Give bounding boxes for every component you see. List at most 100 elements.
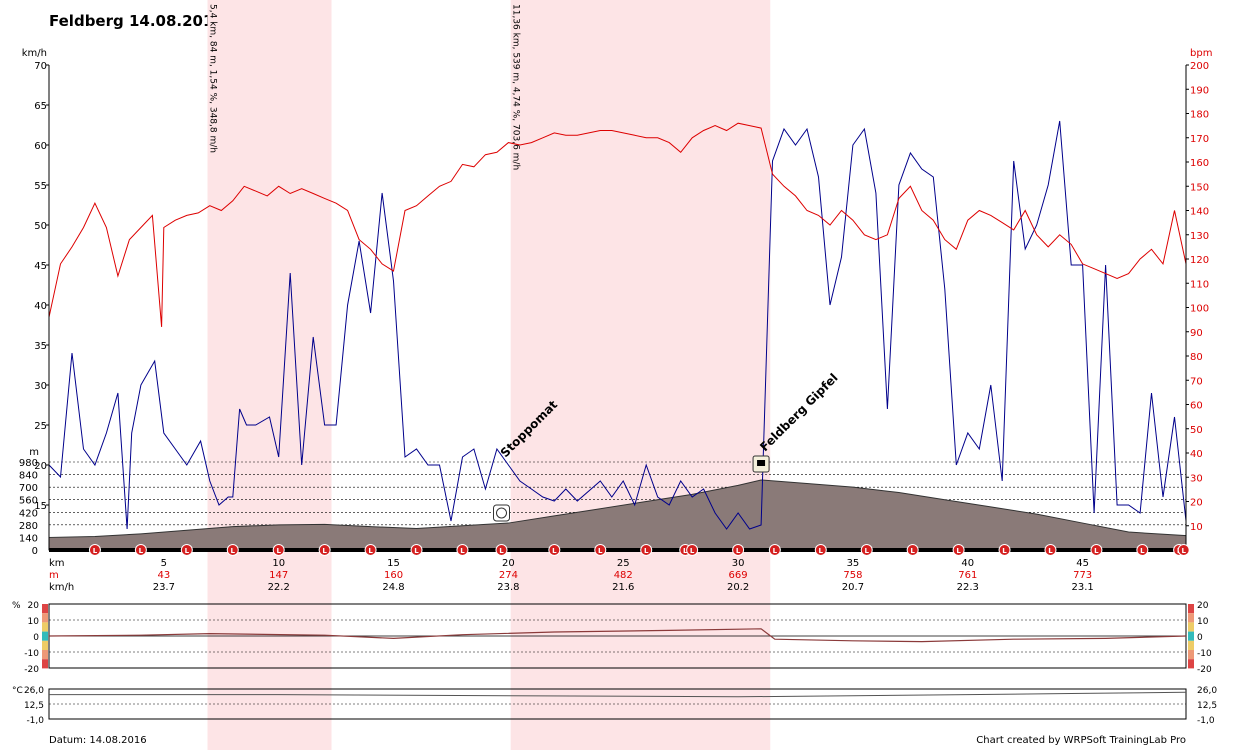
altitude-tick-label: 280 <box>19 521 38 532</box>
summary-rows: kmmkm/h54323.71014722.21516024.82027423.… <box>49 558 1094 593</box>
lap-marker <box>998 544 1011 556</box>
lap-marker <box>768 544 781 556</box>
right-tick-label: 170 <box>1190 134 1209 145</box>
lap-marker-label: L <box>231 547 236 555</box>
lap-marker-label: L <box>736 547 741 555</box>
highlight-range-label: 5,4 km, 84 m, 1,54 %, 348,8 m/h <box>207 4 217 153</box>
lap-marker-label: L <box>864 547 869 555</box>
summary-cell: 24.8 <box>382 582 404 593</box>
gradient-tick-left: -10 <box>24 649 39 659</box>
lap-marker-label: L <box>414 547 419 555</box>
summary-cell: 160 <box>384 570 403 581</box>
lap-marker-label: L <box>644 547 649 555</box>
lap-marker <box>1044 544 1057 556</box>
temperature-line <box>49 691 1187 698</box>
lap-marker <box>686 544 699 556</box>
left-axis-unit: km/h <box>22 48 47 59</box>
left-tick-label: 45 <box>34 261 47 272</box>
lap-marker-label: L <box>1048 547 1053 555</box>
gradient-tick-left: 10 <box>28 617 40 627</box>
right-tick-label: 80 <box>1190 352 1203 363</box>
left-tick-label: 15 <box>34 501 47 512</box>
left-tick-label: 40 <box>34 301 47 312</box>
gradient-tick-left: 20 <box>28 601 40 611</box>
credit-label: Chart created by WRPSoft TrainingLab Pro <box>976 735 1186 746</box>
gradient-tick-right: -20 <box>1197 665 1212 675</box>
summary-row-label: km <box>49 558 65 569</box>
right-tick-label: 110 <box>1190 279 1209 290</box>
gradient-tick-left: 0 <box>33 633 39 643</box>
heart-rate-line <box>48 122 1187 327</box>
right-tick-label: 150 <box>1190 182 1209 193</box>
lap-marker-label: L <box>773 547 778 555</box>
gradient-scale-left <box>42 650 48 660</box>
highlight-range-label: 11,36 km, 539 m, 4,74 %, 703,6 m/h <box>511 4 521 170</box>
summary-cell: 40 <box>961 558 974 569</box>
lap-marker-label: L <box>185 547 190 555</box>
lap-marker-label: L <box>460 547 465 555</box>
summary-cell: 5 <box>161 558 167 569</box>
lap-marker <box>860 544 873 556</box>
right-tick-label: 30 <box>1190 473 1203 484</box>
gradient-scale-right <box>1188 622 1194 632</box>
lap-marker-label: L <box>598 547 603 555</box>
summary-cell: 30 <box>732 558 745 569</box>
lap-marker <box>732 544 745 556</box>
right-tick-label: 40 <box>1190 449 1203 460</box>
left-tick-label: 65 <box>34 101 47 112</box>
gradient-scale-right <box>1188 640 1194 650</box>
altitude-profile <box>48 479 1187 551</box>
gradient-line <box>48 628 1187 643</box>
lap-marker-label: L <box>1181 547 1186 555</box>
lap-marker-label: L <box>139 547 144 555</box>
right-tick-label: 50 <box>1190 425 1203 436</box>
left-tick-label: 35 <box>34 341 47 352</box>
temperature-tick-left: 26,0 <box>24 686 44 696</box>
gradient-tick-right: 10 <box>1197 617 1209 627</box>
temperature-unit: °C <box>12 686 23 696</box>
highlight-range <box>207 0 332 750</box>
lap-marker <box>1177 544 1190 556</box>
lap-marker <box>88 544 101 556</box>
gradient-scale-left <box>42 640 48 650</box>
summary-cell: 43 <box>157 570 170 581</box>
lap-marker-label: L <box>1140 547 1145 555</box>
right-tick-label: 140 <box>1190 207 1209 218</box>
summary-cell: 20.2 <box>727 582 749 593</box>
gradient-scale-left <box>42 622 48 632</box>
right-tick-label: 90 <box>1190 328 1203 339</box>
summary-cell: 22.2 <box>268 582 290 593</box>
lap-marker-label: L <box>1094 547 1099 555</box>
lap-marker <box>1136 544 1149 556</box>
highlight-ranges: 5,4 km, 84 m, 1,54 %, 348,8 m/h 11,36 km,… <box>207 0 771 750</box>
altitude-tick-label: 420 <box>19 508 38 519</box>
date-label: Datum: 14.08.2016 <box>49 735 147 746</box>
summary-cell: 23.1 <box>1072 582 1094 593</box>
left-tick-label: 25 <box>34 421 47 432</box>
lap-marker <box>814 544 827 556</box>
gradient-scale-right <box>1188 613 1194 623</box>
gradient-unit: % <box>12 601 21 611</box>
gradient-tick-left: -20 <box>24 665 39 675</box>
gradient-scale-right <box>1188 604 1194 614</box>
lap-marker-label: L <box>552 547 557 555</box>
lap-marker <box>495 544 508 556</box>
lap-marker-label: L <box>956 547 961 555</box>
temperature-tick-left: 12,5 <box>24 701 44 711</box>
speed-line <box>48 120 1187 530</box>
gradient-tick-right: 20 <box>1197 601 1209 611</box>
summary-cell: 20.7 <box>842 582 864 593</box>
lap-marker <box>640 544 653 556</box>
chart-title: Feldberg 14.08.2016 <box>49 12 224 30</box>
lap-marker <box>548 544 561 556</box>
right-tick-label: 130 <box>1190 231 1209 242</box>
lap-marker-label: L <box>93 547 98 555</box>
summary-cell: 45 <box>1076 558 1089 569</box>
altitude-tick-label: 700 <box>19 483 38 494</box>
lap-marker-label: L <box>910 547 915 555</box>
altitude-axis-unit: m <box>29 447 39 458</box>
summary-row-label: m <box>49 570 59 581</box>
lap-marker <box>318 544 331 556</box>
summary-cell: 758 <box>843 570 862 581</box>
right-tick-label: 100 <box>1190 304 1209 315</box>
